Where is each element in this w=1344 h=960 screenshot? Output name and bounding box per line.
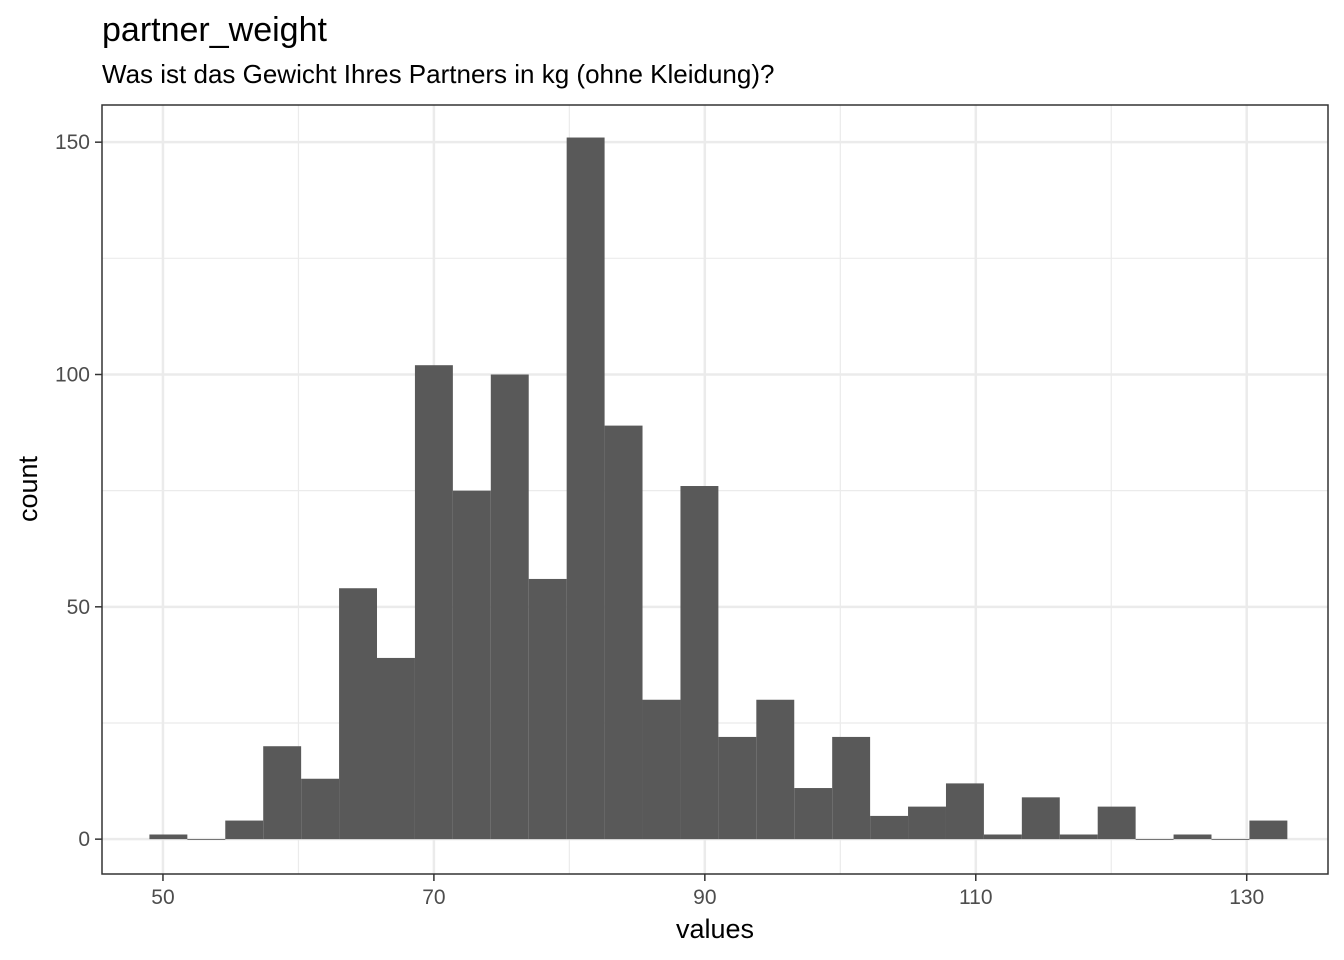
histogram-bar: [945, 783, 984, 840]
histogram-bar: [187, 839, 226, 840]
histogram-bar: [1249, 820, 1288, 840]
histogram-bar: [566, 137, 605, 840]
histogram-bar: [642, 699, 681, 840]
histogram-bar: [225, 820, 264, 840]
histogram-bar: [680, 486, 719, 840]
histogram-bar: [983, 834, 1022, 840]
histogram-bar: [528, 578, 567, 840]
histogram-bar: [908, 806, 946, 840]
histogram-bar: [339, 588, 378, 840]
histogram-bar: [870, 815, 909, 840]
histogram-bar: [490, 374, 529, 840]
chart-title: partner_weight: [102, 11, 327, 49]
y-tick-label: 50: [67, 596, 90, 619]
histogram-bar: [718, 736, 757, 840]
panel-border: [101, 104, 1329, 875]
histogram-bar: [377, 657, 415, 840]
y-tick-label: 150: [55, 131, 90, 154]
histogram-bar: [1097, 806, 1136, 840]
x-axis-title: values: [676, 914, 754, 944]
histogram-bar: [604, 425, 643, 840]
y-tick-label: 0: [78, 828, 90, 851]
chart-subtitle: Was ist das Gewicht Ihres Partners in kg…: [102, 59, 774, 89]
histogram-bar: [414, 365, 453, 840]
histogram-bar: [1173, 834, 1212, 840]
histogram-bar: [1059, 834, 1098, 840]
x-tick-label: 70: [422, 886, 445, 909]
x-tick-label: 130: [1229, 886, 1264, 909]
y-axis: 0 50 100 150: [55, 131, 102, 851]
y-axis-title: count: [13, 455, 43, 522]
x-axis: 50 70 90 110 130: [151, 874, 1264, 909]
histogram-bar: [794, 788, 833, 840]
histogram-bar: [149, 834, 188, 840]
histogram-bar: [452, 490, 491, 840]
histogram-bar: [1021, 797, 1060, 840]
histogram-bar: [263, 746, 302, 840]
histogram-bar: [301, 778, 340, 840]
x-tick-label: 90: [693, 886, 716, 909]
x-tick-label: 110: [959, 886, 992, 909]
histogram-bar: [756, 699, 795, 840]
histogram-bar: [832, 736, 871, 840]
y-tick-label: 100: [55, 363, 90, 386]
x-tick-label: 50: [151, 886, 174, 909]
histogram-bar: [1135, 839, 1174, 840]
histogram-bars: [149, 137, 1288, 840]
histogram-bar: [1211, 839, 1250, 840]
